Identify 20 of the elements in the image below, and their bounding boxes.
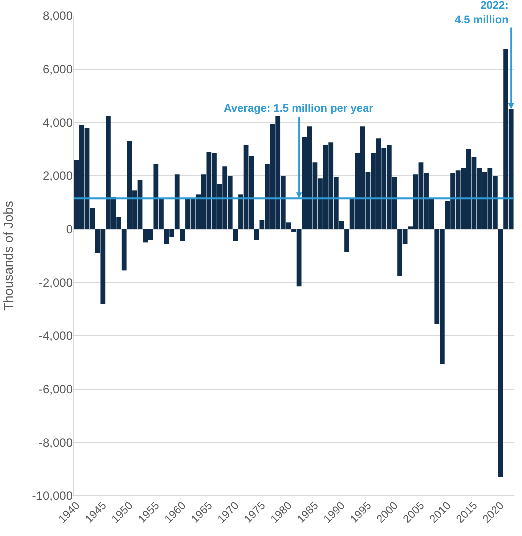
annotation: 2022: 4.5 million [455,0,510,26]
y-tick-label: -8,000 [38,436,74,450]
y-tick-label: 8,000 [42,9,74,24]
annotation: Average: 1.5 million per year [224,103,374,115]
bar [254,229,260,240]
bar [174,174,180,230]
y-tick-label: -10,000 [32,489,74,504]
bar [122,229,127,271]
bar [498,229,504,478]
bar [344,229,350,252]
y-tick-label: -2,000 [38,276,74,290]
y-tick-label: 6,000 [42,62,74,77]
y-tick-label: 0 [66,222,74,237]
y-tick-label: -4,000 [38,329,74,344]
bar [233,229,238,242]
bar [180,229,186,242]
y-tick-label: 4,000 [42,116,74,130]
y-tick-label: 2,000 [42,169,74,184]
y-axis-title: Thousands of Jobs [1,200,16,311]
y-tick-label: -6,000 [38,382,74,397]
